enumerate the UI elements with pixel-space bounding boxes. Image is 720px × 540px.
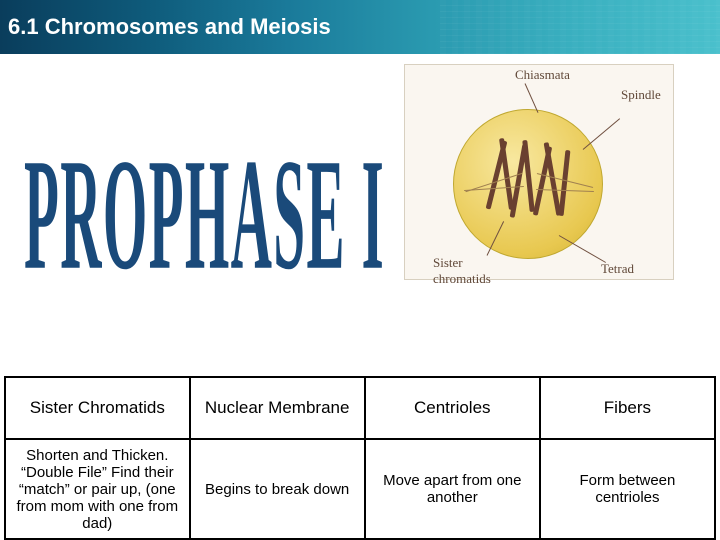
- prophase-heading: PROPHASE I: [24, 123, 385, 307]
- label-tetrad: Tetrad: [601, 261, 634, 277]
- table-header-row: Sister Chromatids Nuclear Membrane Centr…: [5, 377, 715, 439]
- cell-nuclear-membrane: Begins to break down: [190, 439, 365, 539]
- col-header-fibers: Fibers: [540, 377, 715, 439]
- label-chiasmata: Chiasmata: [515, 67, 570, 83]
- cell-sister-chromatids: Shorten and Thicken. “Double File” Find …: [5, 439, 190, 539]
- table-row: Shorten and Thicken. “Double File” Find …: [5, 439, 715, 539]
- cell-fibers: Form between centrioles: [540, 439, 715, 539]
- col-header-nuclear-membrane: Nuclear Membrane: [190, 377, 365, 439]
- prophase-table: Sister Chromatids Nuclear Membrane Centr…: [0, 376, 720, 540]
- page-title: 6.1 Chromosomes and Meiosis: [8, 14, 331, 40]
- label-sister-chromatids: Sister chromatids: [433, 255, 491, 287]
- col-header-centrioles: Centrioles: [365, 377, 540, 439]
- main-content: PROPHASE I Chiasmata Spindle Sister chro…: [0, 54, 720, 376]
- cell-diagram: Chiasmata Spindle Sister chromatids Tetr…: [404, 64, 674, 280]
- header-banner: 6.1 Chromosomes and Meiosis: [0, 0, 720, 54]
- label-spindle: Spindle: [621, 87, 661, 103]
- cell-circle: [453, 109, 603, 259]
- col-header-sister-chromatids: Sister Chromatids: [5, 377, 190, 439]
- cell-centrioles: Move apart from one another: [365, 439, 540, 539]
- table: Sister Chromatids Nuclear Membrane Centr…: [4, 376, 716, 540]
